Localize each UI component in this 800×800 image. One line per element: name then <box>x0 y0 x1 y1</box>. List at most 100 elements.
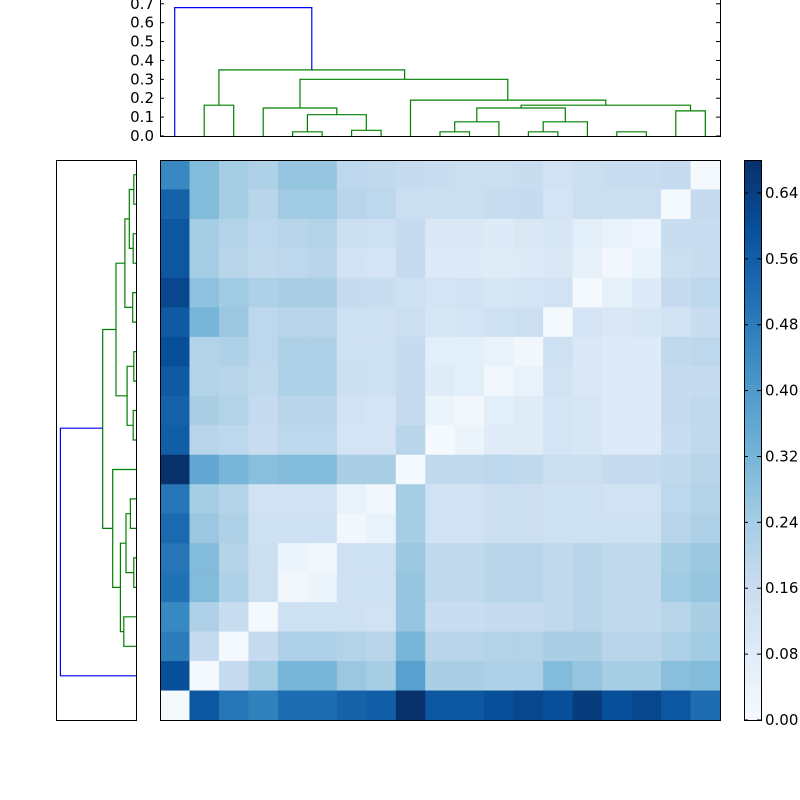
dendrogram-link <box>174 6 313 136</box>
heatmap-cell <box>277 395 308 426</box>
tick-label: 0.48 <box>765 316 798 334</box>
heatmap-cell <box>513 543 544 574</box>
colorbar-segment <box>744 687 761 693</box>
heatmap-cell <box>425 631 456 662</box>
heatmap-cell <box>602 248 632 279</box>
heatmap-cell <box>425 395 456 426</box>
heatmap-cell <box>307 395 338 426</box>
heatmap-cell <box>690 543 721 574</box>
heatmap-cell <box>366 602 397 632</box>
heatmap-cell <box>484 395 515 426</box>
colorbar-segment <box>744 384 761 390</box>
colorbar-segment <box>744 192 761 198</box>
heatmap-cell <box>189 425 220 456</box>
heatmap-cell <box>160 425 190 456</box>
colorbar-segment <box>744 463 761 469</box>
heatmap-cell <box>336 277 367 308</box>
heatmap-cell <box>602 307 632 338</box>
tick-label: 0.56 <box>765 250 798 268</box>
heatmap-cell <box>189 513 220 544</box>
heatmap-cell <box>366 189 397 220</box>
colorbar-segment <box>744 468 761 474</box>
dendrogram-link <box>133 351 136 382</box>
colorbar-segment <box>744 258 761 264</box>
colorbar-segment <box>744 636 761 642</box>
heatmap-cell <box>336 160 367 190</box>
colorbar-segment <box>744 216 761 222</box>
heatmap-cell <box>690 189 721 220</box>
heatmap-cell <box>307 572 338 603</box>
heatmap-cell <box>218 631 249 662</box>
heatmap-cell <box>631 543 662 574</box>
heatmap-cell <box>307 543 338 574</box>
heatmap-cell <box>513 572 544 603</box>
heatmap-cell <box>218 690 249 721</box>
colorbar-segment <box>744 692 761 698</box>
heatmap-cell <box>661 277 691 308</box>
heatmap-cell <box>160 513 190 544</box>
heatmap-cell <box>543 218 574 249</box>
heatmap-cell <box>690 277 721 308</box>
colorbar-segment <box>744 659 761 665</box>
heatmap-cell <box>454 160 485 190</box>
heatmap-cell <box>307 602 338 632</box>
heatmap-cell <box>395 307 426 338</box>
heatmap-cell <box>307 366 338 397</box>
heatmap-cell <box>248 336 279 367</box>
colorbar-segment <box>744 622 761 628</box>
heatmap-cell <box>572 160 603 190</box>
colorbar-segment <box>744 356 761 362</box>
heatmap-cell <box>543 661 574 691</box>
colorbar-segment <box>744 412 761 418</box>
heatmap-cell <box>425 572 456 603</box>
heatmap-cell <box>425 661 456 691</box>
colorbar-segment <box>744 645 761 651</box>
heatmap-cell <box>661 631 691 662</box>
heatmap-cell <box>661 189 691 220</box>
heatmap-cell <box>248 307 279 338</box>
heatmap-cell <box>218 543 249 574</box>
left-dendrogram <box>59 174 136 677</box>
heatmap-cell <box>602 572 632 603</box>
heatmap-cell <box>484 454 515 485</box>
heatmap-cell <box>189 395 220 426</box>
heatmap-cell <box>277 690 308 721</box>
heatmap-cell <box>513 661 544 691</box>
colorbar-segment <box>744 640 761 646</box>
heatmap-cell <box>543 543 574 574</box>
heatmap-cell <box>543 513 574 544</box>
heatmap-cell <box>454 602 485 632</box>
heatmap-cell <box>631 218 662 249</box>
dendrogram-link <box>123 616 136 647</box>
heatmap-cell <box>218 248 249 279</box>
heatmap-cell <box>218 572 249 603</box>
heatmap-cell <box>602 543 632 574</box>
colorbar-segment <box>744 197 761 203</box>
heatmap-cell <box>572 572 603 603</box>
colorbar-segment <box>744 706 761 712</box>
dendrogram-link <box>299 78 509 108</box>
heatmap-cell <box>602 395 632 426</box>
heatmap-cell <box>425 513 456 544</box>
heatmap-cell <box>454 307 485 338</box>
heatmap-cell <box>307 484 338 515</box>
heatmap-cell <box>484 543 515 574</box>
heatmap-cell <box>218 484 249 515</box>
heatmap-cell <box>218 395 249 426</box>
heatmap-cell <box>543 425 574 456</box>
colorbar-segment <box>744 542 761 548</box>
heatmap-cell <box>690 336 721 367</box>
heatmap-cell <box>189 248 220 279</box>
dendrogram-link <box>351 129 382 136</box>
heatmap-cell <box>543 602 574 632</box>
heatmap-cell <box>543 572 574 603</box>
heatmap-cell <box>160 307 190 338</box>
dendrogram-link <box>203 104 235 136</box>
heatmap-cell <box>160 277 190 308</box>
heatmap-cell <box>454 336 485 367</box>
heatmap-cell <box>248 572 279 603</box>
colorbar-segment <box>744 631 761 637</box>
heatmap-cell <box>425 484 456 515</box>
heatmap-cell <box>631 572 662 603</box>
heatmap-cell <box>277 277 308 308</box>
